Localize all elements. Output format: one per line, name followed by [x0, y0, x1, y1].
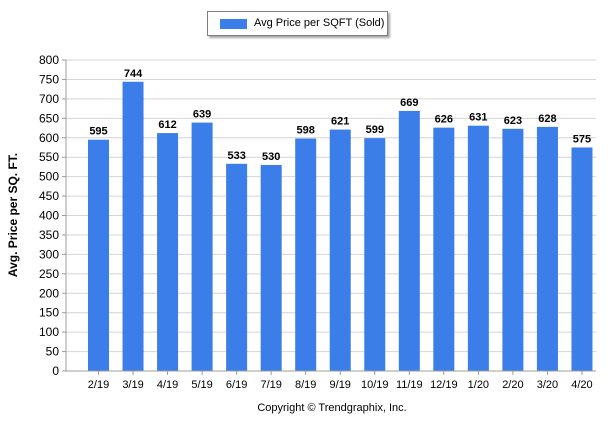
data-label: 744	[124, 68, 143, 80]
x-tick-label: 9/19	[330, 379, 351, 391]
bar	[295, 138, 317, 371]
data-label: 612	[158, 119, 176, 131]
data-label: 639	[193, 109, 211, 121]
bar	[502, 128, 524, 371]
y-tick-label: 700	[39, 92, 59, 106]
y-tick-label: 500	[39, 170, 59, 184]
y-tick-label: 200	[39, 286, 59, 300]
data-label: 669	[400, 97, 418, 109]
y-tick-label: 300	[39, 247, 59, 261]
x-tick-label: 4/20	[571, 379, 592, 391]
x-tick-label: 12/19	[430, 379, 458, 391]
y-tick-labels: 0 50 100 150 200 250 300 350 400 450 500 550 600 650 7…	[39, 53, 59, 378]
x-tick-label: 3/20	[537, 379, 558, 391]
x-tick-label: 10/19	[361, 379, 389, 391]
chart-legend: Avg Price per SQFT (Sold)	[207, 11, 388, 36]
x-tick-label: 4/19	[157, 379, 178, 391]
x-tick-label: 2/20	[502, 379, 523, 391]
data-label: 628	[538, 113, 556, 125]
y-axis-title: Avg. Price per SQ. FT.	[6, 153, 20, 277]
bar	[571, 147, 593, 371]
x-tick-label: 5/19	[191, 379, 212, 391]
x-tick-label: 1/20	[468, 379, 489, 391]
bars	[88, 81, 593, 372]
data-label: 595	[89, 126, 107, 138]
x-tick-label: 11/19	[396, 379, 423, 391]
y-tick-label: 50	[46, 345, 60, 359]
bar	[88, 139, 109, 371]
bar	[157, 133, 179, 371]
y-tick-label: 100	[39, 325, 59, 339]
y-tick-label: 750	[39, 72, 59, 86]
data-label: 575	[573, 133, 591, 145]
y-tick-label: 450	[39, 189, 59, 203]
bar	[191, 122, 213, 372]
bar	[433, 127, 455, 371]
x-tick-label: 6/19	[226, 379, 247, 391]
bar	[329, 129, 351, 371]
y-tick-label: 800	[39, 53, 59, 67]
copyright-text: Copyright © Trendgraphix, Inc.	[257, 402, 406, 414]
data-label: 599	[366, 124, 384, 136]
y-tick-label: 0	[52, 364, 59, 378]
x-tick-label: 3/19	[122, 379, 143, 391]
bar	[226, 163, 248, 371]
axes	[62, 59, 596, 375]
y-tick-label: 550	[39, 150, 59, 164]
data-label: 530	[262, 151, 280, 163]
data-label: 631	[469, 112, 487, 124]
data-label: 621	[331, 116, 349, 128]
legend-label: Avg Price per SQFT (Sold)	[254, 17, 385, 29]
y-tick-label: 150	[39, 306, 59, 320]
data-label: 533	[227, 150, 245, 162]
bar	[467, 125, 489, 371]
legend-swatch	[220, 19, 247, 29]
bar	[260, 164, 282, 371]
x-tick-label: 2/19	[88, 379, 109, 391]
x-tick-labels: 2/19 3/19 4/19 5/19 6/19 7/19 8/19 9/19 10/19 11/…	[88, 379, 593, 391]
data-labels: 595 744 612 639 533 530 598 621 599 669 626 631 623 6…	[89, 68, 591, 163]
y-tick-label: 650	[39, 111, 59, 125]
y-tick-label: 600	[39, 131, 59, 145]
y-tick-label: 400	[39, 209, 59, 223]
x-tick-label: 8/19	[295, 379, 316, 391]
bar	[364, 138, 386, 371]
data-label: 598	[297, 125, 315, 137]
data-label: 626	[435, 114, 453, 126]
bar	[122, 81, 144, 372]
bar	[536, 126, 558, 372]
data-label: 623	[504, 115, 522, 127]
y-tick-label: 350	[39, 228, 59, 242]
y-tick-label: 250	[39, 267, 59, 281]
x-tick-label: 7/19	[260, 379, 281, 391]
bar	[398, 110, 420, 372]
